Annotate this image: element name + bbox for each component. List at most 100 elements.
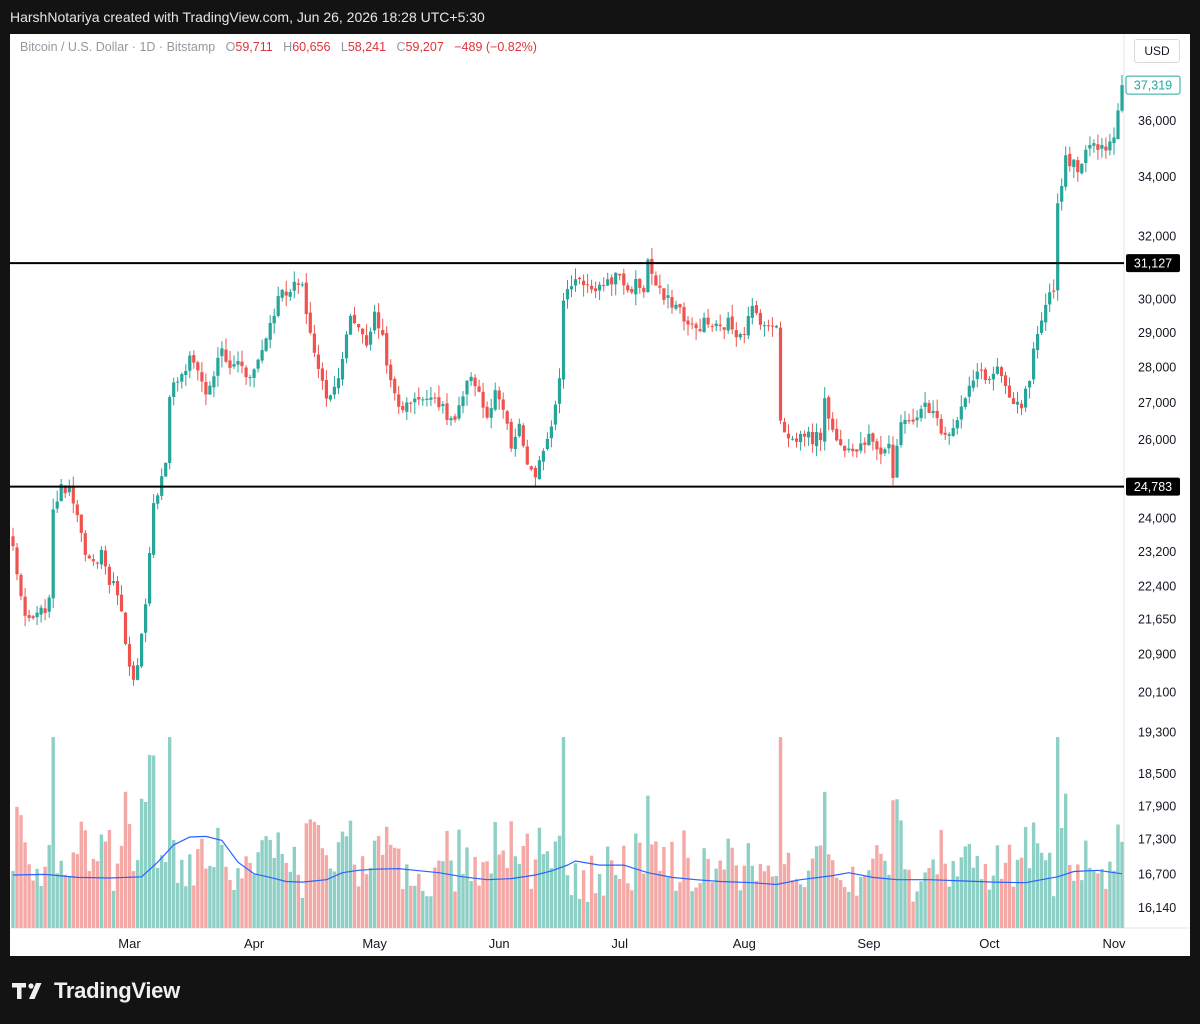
volume-bar	[597, 874, 602, 928]
volume-bar	[505, 867, 509, 928]
volume-bar	[156, 867, 160, 928]
candle-body	[1084, 149, 1088, 163]
volume-bar	[111, 890, 116, 928]
candle-body	[441, 404, 445, 407]
currency-button[interactable]: USD	[1134, 39, 1180, 63]
volume-bar	[1007, 844, 1012, 928]
candle-body	[240, 361, 244, 367]
candle-body	[348, 315, 353, 335]
candle-body	[312, 333, 316, 353]
candle-body	[754, 305, 758, 314]
volume-bar	[256, 852, 260, 928]
volume-bar	[814, 846, 819, 928]
volume-bar	[131, 871, 136, 928]
candle-body	[280, 289, 284, 298]
candle-body	[377, 312, 381, 329]
candle-body	[947, 434, 951, 436]
volume-bar	[497, 854, 501, 928]
candle-body	[35, 612, 39, 618]
candle-body	[533, 467, 537, 478]
change-value: −489 (−0.82%)	[454, 40, 537, 54]
close-value: 59,207	[405, 40, 444, 54]
volume-bar	[642, 873, 646, 928]
candle-body	[1064, 155, 1068, 187]
y-tick-label: 20,100	[1138, 686, 1176, 700]
y-tick-label: 16,700	[1138, 867, 1176, 881]
volume-bar	[738, 890, 742, 928]
candle-body	[79, 514, 83, 533]
candle-body	[835, 428, 839, 441]
volume-bar	[746, 843, 750, 928]
candle-body	[481, 391, 485, 408]
candle-body	[863, 442, 867, 445]
price-chart[interactable]: 31,127 24,783 37,319 36,000 34,000 32,000 30,0…	[10, 34, 1190, 956]
candle-body	[654, 275, 658, 286]
tradingview-logo[interactable]: TradingView	[12, 978, 180, 1004]
volume-bar	[364, 874, 369, 928]
candle-body	[1092, 143, 1096, 146]
volume-bar	[634, 833, 638, 928]
volume-bar	[43, 866, 47, 928]
volume-bar	[176, 883, 180, 928]
candle-body	[999, 367, 1004, 377]
volume-bar	[682, 830, 686, 928]
volume-bar	[493, 822, 497, 928]
candle-body	[1032, 348, 1036, 380]
volume-bar	[573, 863, 578, 928]
low-value: 58,241	[347, 40, 387, 54]
y-tick-label: 23,200	[1138, 545, 1176, 559]
candle-body	[843, 445, 847, 451]
volume-bar	[867, 870, 871, 928]
candle-body	[919, 408, 923, 419]
volume-bar	[485, 861, 489, 928]
candle-body	[43, 608, 47, 613]
level-label-box-1	[1126, 254, 1180, 273]
y-tick-label: 20,900	[1138, 647, 1176, 661]
volume-bar	[999, 878, 1004, 928]
volume-bar	[461, 873, 465, 928]
volume-bar	[67, 876, 71, 928]
candle-body	[509, 421, 513, 449]
volume-bar	[39, 886, 43, 928]
level-label-1: 31,127	[1134, 257, 1172, 271]
candle-body	[714, 323, 718, 327]
candle-body	[83, 533, 87, 555]
candle-body	[328, 395, 332, 400]
candle-body	[103, 550, 107, 567]
volume-bar	[372, 840, 377, 928]
volume-bar	[489, 873, 493, 928]
volume-bar	[553, 841, 558, 928]
volume-bar	[762, 871, 767, 928]
candle-body	[895, 445, 899, 478]
candle-body	[529, 466, 533, 470]
candle-body	[758, 312, 762, 325]
volume-bar	[115, 863, 120, 928]
candle-body	[352, 314, 357, 324]
level-label-box-2	[1126, 477, 1180, 496]
candle-body	[148, 553, 152, 604]
volume-bar	[758, 864, 763, 928]
candle-body	[963, 398, 967, 407]
candle-body	[381, 330, 385, 335]
candle-body	[136, 665, 140, 680]
candle-body	[417, 397, 421, 400]
volume-bar	[55, 873, 59, 928]
candle-body	[216, 357, 220, 376]
volume-bar	[843, 887, 847, 928]
candle-body	[517, 423, 521, 437]
volume-bar	[83, 830, 87, 928]
chart-panel[interactable]: 31,127 24,783 37,319 36,000 34,000 32,000 30,0…	[10, 34, 1190, 956]
candle-body	[99, 550, 103, 565]
volume-bar	[348, 820, 353, 928]
volume-bar	[405, 864, 409, 928]
volume-bar	[332, 871, 337, 928]
volume-bar	[87, 871, 91, 928]
candle-body	[927, 403, 931, 413]
x-tick-label: Jul	[611, 936, 628, 951]
candle-body	[839, 439, 843, 446]
volume-bar	[722, 869, 726, 928]
high-value: 60,656	[292, 40, 331, 54]
candle-body	[107, 566, 111, 585]
volume-bar	[328, 868, 333, 928]
x-tick-label: Nov	[1102, 936, 1126, 951]
